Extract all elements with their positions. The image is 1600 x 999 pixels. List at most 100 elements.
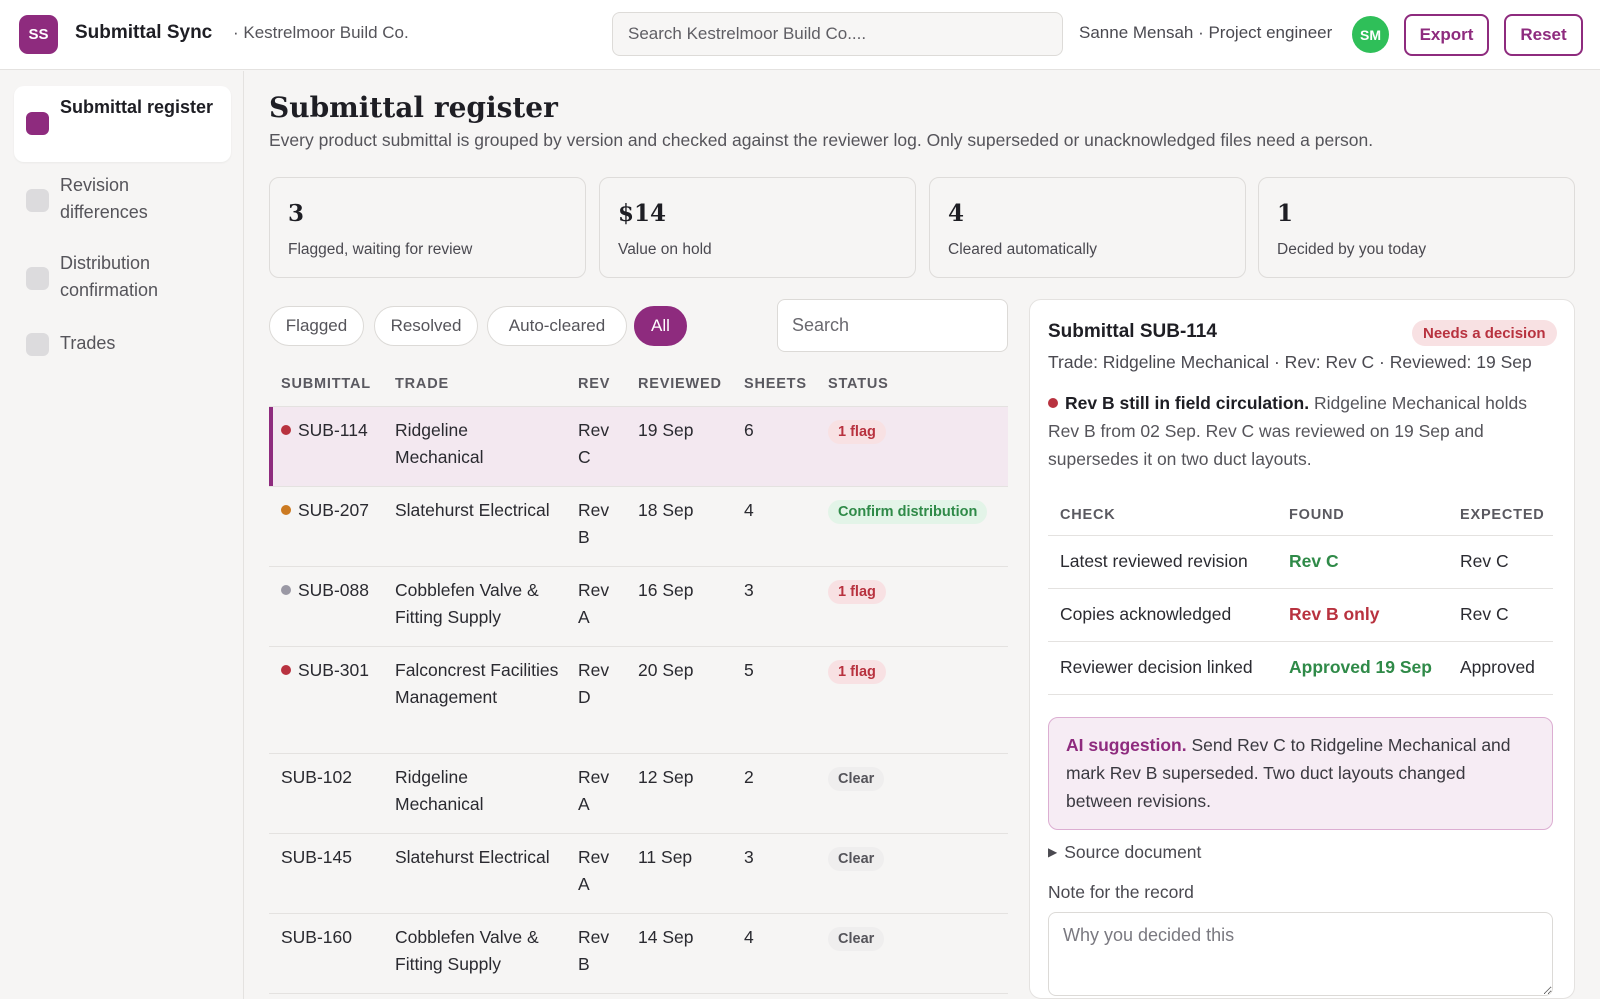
check-name: Reviewer decision linked bbox=[1060, 657, 1253, 677]
filter-chip-flagged[interactable]: Flagged bbox=[269, 306, 364, 346]
reviewed-cell: 18 Sep bbox=[638, 500, 694, 520]
trade-cell: Slatehurst Electrical bbox=[395, 500, 550, 520]
status-badge: 1 flag bbox=[828, 660, 886, 684]
table-row[interactable]: SUB-301 Falconcrest Facilities Managemen… bbox=[269, 647, 1008, 754]
top-bar: SS Submittal Sync · Kestrelmoor Build Co… bbox=[0, 0, 1600, 70]
stat-value: 1 bbox=[1277, 200, 1294, 227]
sidebar-item-label: Trades bbox=[60, 333, 116, 353]
stat-label: Cleared automatically bbox=[948, 241, 1098, 258]
check-row: Copies acknowledged Rev B only Rev C bbox=[1048, 589, 1553, 642]
app-logo: SS bbox=[19, 15, 58, 54]
rev-cell: Rev A bbox=[578, 580, 610, 627]
check-name: Latest reviewed revision bbox=[1060, 551, 1248, 571]
detail-headline: Rev B still in field circulation. bbox=[1065, 393, 1310, 413]
sheets-cell: 6 bbox=[744, 420, 754, 440]
rev-cell: Rev B bbox=[578, 927, 610, 974]
filter-chip-resolved[interactable]: Resolved bbox=[374, 306, 478, 346]
status-dot-icon bbox=[281, 585, 291, 595]
stat-value: 3 bbox=[288, 200, 305, 227]
reviewed-cell: 16 Sep bbox=[638, 580, 694, 600]
sheets-cell: 2 bbox=[744, 767, 754, 787]
rev-cell: Rev C bbox=[578, 420, 610, 467]
trade-cell: Falconcrest Facilities Management bbox=[395, 660, 559, 707]
column-header-check: CHECK bbox=[1060, 507, 1116, 523]
submittal-id: SUB-301 bbox=[298, 660, 370, 680]
status-badge: Confirm distribution bbox=[828, 500, 988, 524]
table-row[interactable]: SUB-207 Slatehurst Electrical Rev B 18 S… bbox=[269, 487, 1008, 567]
checks-header: CHECK FOUND EXPECTED bbox=[1048, 495, 1553, 536]
stat-value: $14 bbox=[618, 200, 667, 227]
table-row[interactable]: SUB-114 Ridgeline Mechanical Rev C 19 Se… bbox=[269, 407, 1008, 487]
submittal-id-cell: SUB-301 bbox=[281, 657, 379, 684]
org-name: · Kestrelmoor Build Co. bbox=[233, 23, 409, 42]
stat-card-cleared: 4 Cleared automatically bbox=[929, 177, 1246, 278]
table-row[interactable]: SUB-145 Slatehurst Electrical Rev A 11 S… bbox=[269, 834, 1008, 914]
avatar[interactable]: SM bbox=[1352, 16, 1389, 53]
alert-dot-icon bbox=[1048, 398, 1058, 408]
status-badge: 1 flag bbox=[828, 580, 886, 604]
reviewed-cell: 19 Sep bbox=[638, 420, 694, 440]
column-header-reviewed[interactable]: REVIEWED bbox=[638, 376, 722, 392]
submittal-id-cell: SUB-114 bbox=[281, 417, 379, 444]
sidebar-item-trades[interactable]: Trades bbox=[14, 321, 231, 367]
filter-chip-auto-cleared[interactable]: Auto-cleared bbox=[487, 306, 627, 346]
note-textarea[interactable] bbox=[1048, 912, 1553, 996]
sheets-cell: 5 bbox=[744, 660, 754, 680]
column-header-sheets[interactable]: SHEETS bbox=[744, 376, 807, 392]
column-header-submittal[interactable]: SUBMITTAL bbox=[281, 376, 371, 392]
reviewed-cell: 11 Sep bbox=[638, 847, 693, 867]
trade-cell: Ridgeline Mechanical bbox=[395, 767, 484, 814]
detail-description: Rev B still in field circulation. Ridgel… bbox=[1048, 389, 1553, 473]
column-header-rev[interactable]: REV bbox=[578, 376, 611, 392]
checks-table: CHECK FOUND EXPECTED Latest reviewed rev… bbox=[1048, 495, 1553, 695]
table-row[interactable]: SUB-160 Cobblefen Valve & Fitting Supply… bbox=[269, 914, 1008, 994]
column-header-trade[interactable]: TRADE bbox=[395, 376, 449, 392]
submittal-detail-panel: Submittal SUB-114 Needs a decision Trade… bbox=[1029, 299, 1575, 999]
trade-cell: Cobblefen Valve & Fitting Supply bbox=[395, 580, 539, 627]
submittal-id-cell: SUB-088 bbox=[281, 577, 379, 604]
check-expected: Rev C bbox=[1460, 604, 1509, 624]
column-header-status[interactable]: STATUS bbox=[828, 376, 889, 392]
status-badge: Clear bbox=[828, 767, 885, 791]
sidebar-item-revision-differences[interactable]: Revision differences bbox=[14, 165, 231, 239]
ai-suggestion-box: AI suggestion. Send Rev C to Ridgeline M… bbox=[1048, 717, 1553, 830]
sheets-cell: 4 bbox=[744, 500, 754, 520]
submittal-id-cell: SUB-160 bbox=[281, 927, 353, 947]
detail-meta: Trade: Ridgeline Mechanical · Rev: Rev C… bbox=[1048, 352, 1532, 372]
table-row[interactable]: SUB-102 Ridgeline Mechanical Rev A 12 Se… bbox=[269, 754, 1008, 834]
reviewed-cell: 14 Sep bbox=[638, 927, 694, 947]
sidebar-item-distribution-confirmation[interactable]: Distribution confirmation bbox=[14, 243, 231, 317]
submittal-id: SUB-207 bbox=[298, 500, 370, 520]
revision-differences-icon bbox=[26, 189, 49, 212]
submittal-id-cell: SUB-145 bbox=[281, 847, 353, 867]
check-row: Latest reviewed revision Rev C Rev C bbox=[1048, 536, 1553, 589]
table-row[interactable]: SUB-088 Cobblefen Valve & Fitting Supply… bbox=[269, 567, 1008, 647]
status-badge: Clear bbox=[828, 927, 885, 951]
table-header: SUBMITTAL TRADE REV REVIEWED SHEETS STAT… bbox=[269, 362, 1008, 407]
check-expected: Rev C bbox=[1460, 551, 1509, 571]
status-dot-icon bbox=[281, 665, 291, 675]
rev-cell: Rev A bbox=[578, 767, 610, 814]
source-document-toggle[interactable]: ▶ Source document bbox=[1048, 842, 1201, 863]
submittal-register-icon bbox=[26, 112, 49, 135]
stat-label: Decided by you today bbox=[1277, 241, 1427, 258]
trade-cell: Cobblefen Valve & Fitting Supply bbox=[395, 927, 539, 974]
ai-suggestion-text: Send Rev C to Ridgeline Mechanical and m… bbox=[1066, 735, 1511, 811]
export-button[interactable]: Export bbox=[1404, 14, 1489, 56]
submittal-table: SUBMITTAL TRADE REV REVIEWED SHEETS STAT… bbox=[269, 362, 1008, 994]
stat-card-value-on-hold: $14 Value on hold bbox=[599, 177, 916, 278]
submittal-id-cell: SUB-102 bbox=[281, 767, 353, 787]
status-badge: 1 flag bbox=[828, 420, 886, 444]
check-name: Copies acknowledged bbox=[1060, 604, 1232, 624]
disclosure-triangle-icon: ▶ bbox=[1048, 845, 1058, 859]
reviewed-cell: 12 Sep bbox=[638, 767, 694, 787]
reviewed-cell: 20 Sep bbox=[638, 660, 694, 680]
note-label: Note for the record bbox=[1048, 882, 1194, 902]
list-search-input[interactable] bbox=[777, 299, 1008, 352]
sidebar-item-submittal-register[interactable]: Submittal register bbox=[14, 86, 231, 162]
detail-title: Submittal SUB-114 bbox=[1048, 321, 1217, 342]
reset-button[interactable]: Reset bbox=[1504, 14, 1583, 56]
global-search-input[interactable] bbox=[612, 12, 1063, 56]
app-title: Submittal Sync bbox=[75, 22, 213, 43]
filter-chip-all[interactable]: All bbox=[634, 306, 687, 346]
